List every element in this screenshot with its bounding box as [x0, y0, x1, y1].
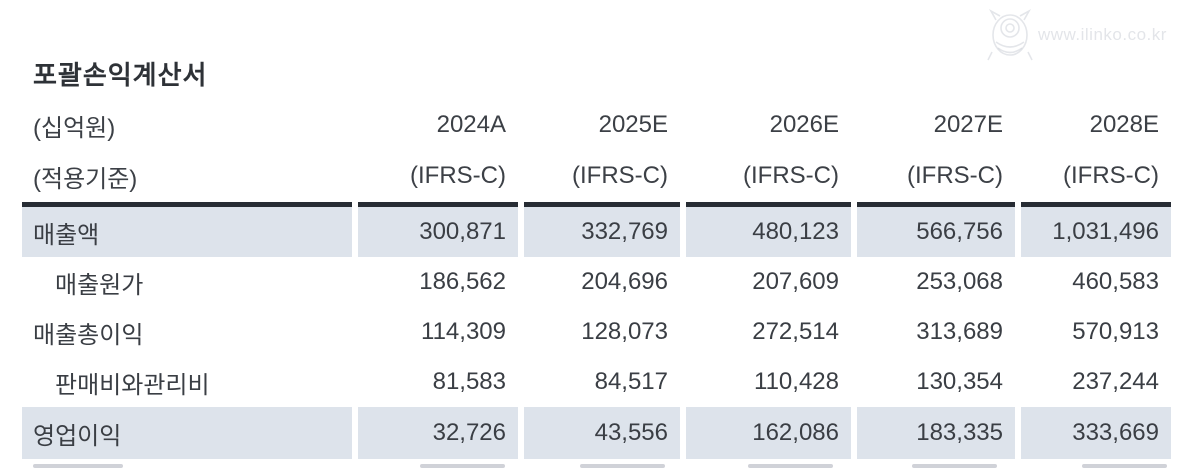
- table-title: 포괄손익계산서: [33, 60, 208, 90]
- table-cell: 207,609: [752, 268, 839, 295]
- table-cell: 204,696: [581, 268, 668, 295]
- table-cell: 84,517: [594, 368, 668, 395]
- column-header-standard: (IFRS-C): [1063, 162, 1159, 189]
- table-cell: 332,769: [524, 202, 680, 257]
- table-cell: 110,428: [754, 368, 839, 395]
- unit-label: (십억원): [33, 114, 116, 142]
- table-cell: 1,031,496: [1021, 202, 1171, 257]
- table-cell: 183,335: [857, 407, 1015, 459]
- row-label-revenue: 매출액: [22, 202, 352, 257]
- table-cell: 480,123: [686, 202, 851, 257]
- watermark-url: www.ilinko.co.kr: [1038, 25, 1167, 44]
- column-header-standard: (IFRS-C): [572, 162, 668, 189]
- cutoff-row-fragment: [748, 464, 833, 468]
- table-cell: 186,562: [419, 268, 506, 295]
- cutoff-row-fragment: [580, 464, 665, 468]
- table-cell: 253,068: [916, 268, 1003, 295]
- table-cell: 114,309: [421, 318, 506, 345]
- table-cell: 300,871: [358, 202, 518, 257]
- row-label-sga: 판매비와관리비: [55, 371, 210, 399]
- table-cell: 460,583: [1072, 268, 1159, 295]
- owl-mascot-icon: [984, 8, 1036, 62]
- column-header-year: 2028E: [1089, 111, 1159, 138]
- table-cell: 32,726: [358, 407, 518, 459]
- table-cell: 43,556: [524, 407, 680, 459]
- table-cell: 566,756: [857, 202, 1015, 257]
- table-cell: 570,913: [1072, 318, 1159, 345]
- cutoff-row-fragment: [1082, 464, 1167, 468]
- column-header-year: 2027E: [933, 111, 1003, 138]
- basis-label: (적용기준): [33, 165, 138, 193]
- income-statement-table: (십억원) 2024A 2025E 2026E 2027E 2028E (적용기…: [22, 100, 1171, 459]
- column-header-standard: (IFRS-C): [907, 162, 1003, 189]
- row-label-operating-profit: 영업이익: [22, 407, 352, 459]
- table-cell: 272,514: [752, 318, 839, 345]
- table-cell: 333,669: [1021, 407, 1171, 459]
- table-cell: 237,244: [1072, 368, 1159, 395]
- column-header-standard: (IFRS-C): [410, 162, 506, 189]
- site-watermark: www.ilinko.co.kr: [984, 6, 1169, 64]
- table-cell: 162,086: [686, 407, 851, 459]
- column-header-standard: (IFRS-C): [743, 162, 839, 189]
- column-header-year: 2024A: [436, 111, 506, 138]
- table-cell: 313,689: [916, 318, 1003, 345]
- row-label-gross-profit: 매출총이익: [33, 321, 144, 349]
- table-cell: 130,354: [916, 368, 1003, 395]
- table-cell: 128,073: [581, 318, 668, 345]
- row-label-cogs: 매출원가: [55, 271, 144, 299]
- table-cell: 81,583: [432, 368, 506, 395]
- cutoff-row-fragment: [420, 464, 505, 468]
- column-header-year: 2026E: [769, 111, 839, 138]
- cutoff-row-fragment: [912, 464, 997, 468]
- cutoff-row-fragment: [33, 464, 123, 468]
- column-header-year: 2025E: [598, 111, 668, 138]
